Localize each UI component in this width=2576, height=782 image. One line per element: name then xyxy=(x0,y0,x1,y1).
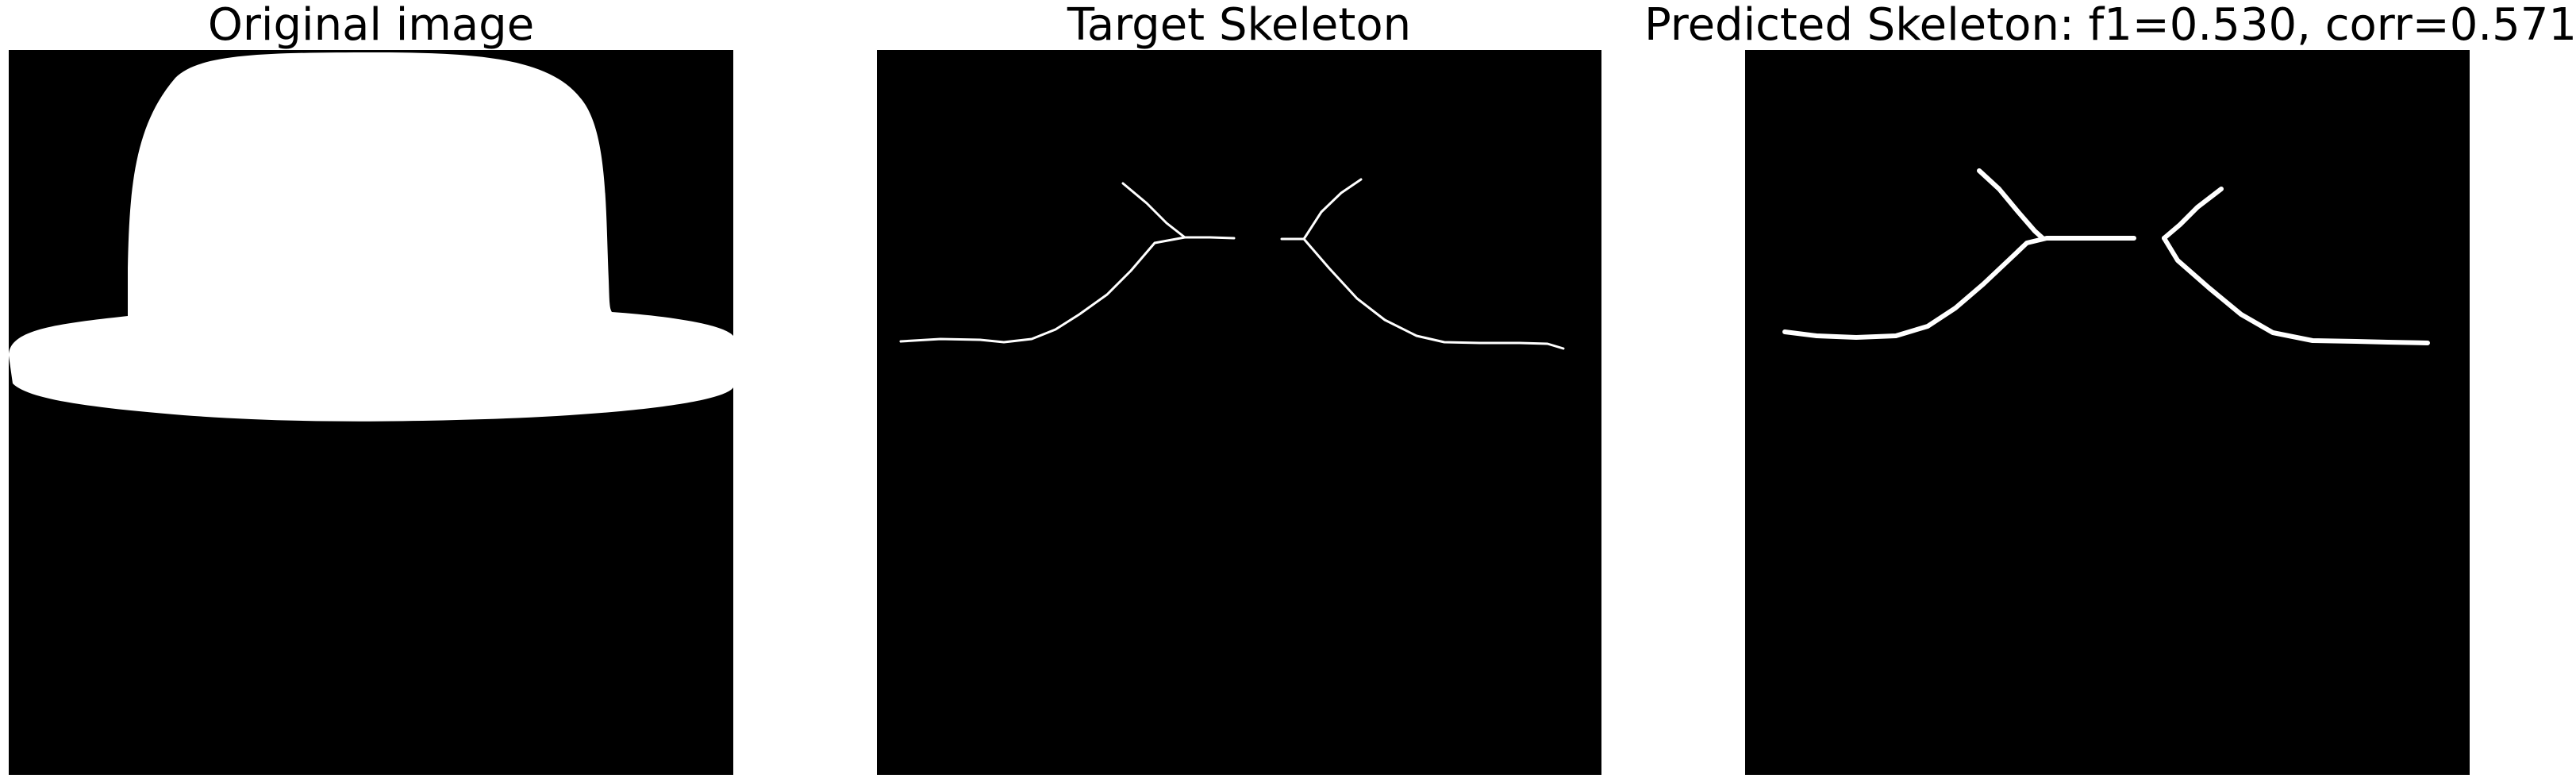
panel-title-target: Target Skeleton xyxy=(1067,0,1412,51)
panel-title-predicted: Predicted Skeleton: f1=0.530, corr=0.571 xyxy=(1644,0,2576,51)
target-skeleton xyxy=(899,178,1565,350)
original-image-panel xyxy=(9,50,733,775)
predicted-skeleton-panel xyxy=(1745,50,2470,775)
target-skeleton-panel xyxy=(877,50,1601,775)
panel-title-original: Original image xyxy=(207,0,535,51)
predicted-skeleton xyxy=(1782,168,2430,345)
hat-silhouette xyxy=(9,52,733,422)
